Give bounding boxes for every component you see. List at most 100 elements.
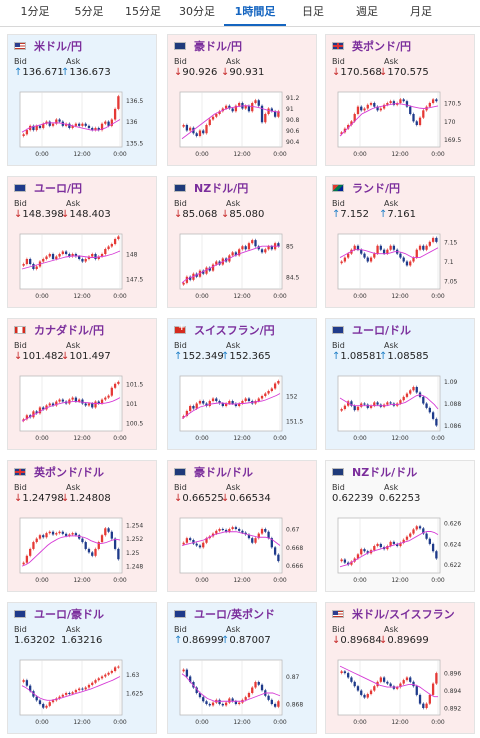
pair-name[interactable]: ランド/円 [352,182,401,195]
candle-body [61,399,64,402]
currency-card[interactable]: 英ポンド/円 Bid Ask ↓170.568 ↓170.575 170.5 170 169.… [325,34,475,166]
pair-name[interactable]: 豪ドル/円 [194,40,243,53]
price-chart[interactable]: 152 151.5 0:00 12:00 0:00 [172,371,314,449]
currency-card[interactable]: 豪ドル/ドル Bid Ask ↓0.66525 ↓0.66534 0.67 0.668 0.6… [167,460,317,592]
moving-average-line [21,676,121,701]
currency-card[interactable]: ユーロ/豪ドル Bid Ask 1.63202 1.63216 1.63 1.625 0:00… [7,602,157,734]
x-tick-label: 0:00 [35,719,49,726]
candle-body [195,133,198,136]
candle-body [218,111,221,114]
candle-body [273,111,277,117]
moving-average-line [181,105,281,140]
tab-7[interactable]: 月足 [410,5,432,18]
pair-name[interactable]: スイスフラン/円 [194,324,275,337]
candle-body [425,245,428,250]
y-tick-label: 90.8 [286,117,300,124]
candle-body [211,398,215,401]
ask-price: ↓148.403 [61,209,111,220]
card-header: NZドル/円 [174,182,249,195]
bid-price: ↓101.482 [14,351,64,362]
pair-name[interactable]: NZドル/円 [194,182,249,195]
moving-average-line [181,531,281,546]
price-chart[interactable]: 85 84.5 0:00 12:00 0:00 [172,229,314,307]
candle-body [205,538,208,543]
candle-body [347,401,350,406]
price-chart[interactable]: 101.5 101 100.5 0:00 12:00 0:00 [12,371,154,449]
candle-body [247,105,251,112]
candle-body [97,542,100,549]
tab-1[interactable]: 5分足 [74,5,104,18]
pair-name[interactable]: ユーロ/英ポンド [194,608,276,621]
price-chart[interactable]: 1.63 1.625 0:00 12:00 0:00 [12,655,154,733]
pair-name[interactable]: 米ドル/円 [34,40,83,53]
currency-card[interactable]: NZドル/ドル Bid Ask 0.62239 0.62253 0.626 0.624 0.6… [325,460,475,592]
moving-average-line [339,394,439,410]
currency-card[interactable]: ユーロ/英ポンド Bid Ask ↑0.86999 ↑0.87007 0.87 0.868 0… [167,602,317,734]
currency-card[interactable]: ランド/円 Bid Ask ↑7.152 ↑7.161 7.15 7.1 7.05 0:00 12… [325,176,475,308]
tab-6[interactable]: 週足 [356,5,378,18]
candle-body [110,531,113,539]
candle-body [218,529,221,531]
currency-card[interactable]: カナダドル/円 Bid Ask ↓101.482 ↓101.497 101.5 101 100… [7,318,157,450]
tab-4[interactable]: 1時間足 [224,0,286,26]
price-chart[interactable]: 0.87 0.868 0:00 12:00 0:00 [172,655,314,733]
currency-card[interactable]: ユーロ/円 Bid Ask ↓148.398 ↓148.403 148 147.5 0:00 1… [7,176,157,308]
currency-card[interactable]: スイスフラン/円 Bid Ask↑152.349↑152.365 152 151.5 0:… [167,318,317,450]
candle-body [431,683,435,695]
pair-name[interactable]: 英ポンド/ドル [34,466,105,479]
pair-name[interactable]: ユーロ/ドル [352,324,412,337]
currency-card[interactable]: ユーロ/ドル Bid Ask ↑1.08581 ↑1.08585 1.09 1.088 1.0… [325,318,475,450]
candle-body [418,526,422,529]
price-chart[interactable]: 0.67 0.668 0.666 0:00 12:00 0:00 [172,513,314,591]
price-chart[interactable]: 91.2 91 90.8 90.6 90.4 0:00 12:00 0:00 [172,87,314,165]
pair-name[interactable]: NZドル/ドル [352,466,418,479]
price-chart[interactable]: 1.09 1.088 1.086 0:00 12:00 0:00 [330,371,472,449]
candle-body [379,677,382,682]
candle-body [257,100,260,106]
candle-body [379,245,382,250]
y-tick-label: 0.894 [444,688,461,695]
candle-body [87,256,91,259]
pair-name[interactable]: ユーロ/円 [34,182,83,195]
tab-0[interactable]: 1分足 [20,5,50,18]
candle-body [35,538,38,543]
pair-name[interactable]: カナダドル/円 [34,324,105,337]
x-tick-label: 0:00 [273,435,287,442]
candle-body [81,259,84,262]
currency-card[interactable]: 豪ドル/円 Bid Ask ↓90.926 ↓90.931 91.2 91 90.8 90.6 9… [167,34,317,166]
currency-card[interactable]: 米ドル/スイスフラン Bid Ask ↓0.89684 ↓0.89699 0.896 0.8… [325,602,475,734]
candle-body [22,680,25,682]
price-chart[interactable]: 0.896 0.894 0.892 0:00 12:00 0:00 [330,655,472,733]
tab-3[interactable]: 30分足 [179,5,215,18]
plot-area [19,233,123,290]
currency-card[interactable]: 英ポンド/ドル Bid Ask ↓1.24798 ↓1.24808 1.254 1.252 1… [7,460,157,592]
x-tick-label: 12:00 [391,435,408,442]
candle-body [58,254,61,257]
candle-body [218,699,221,704]
candle-body [74,690,78,693]
candle-body [68,534,71,536]
card-header: 英ポンド/ドル [14,466,105,479]
currency-card[interactable]: 米ドル/円 Bid Ask ↑136.671 ↑136.673 136.5 136 135.5… [7,34,157,166]
currency-card[interactable]: NZドル/円 Bid Ask ↓85.068 ↓85.080 85 84.5 0:00 12:0… [167,176,317,308]
pair-name[interactable]: ユーロ/豪ドル [34,608,105,621]
candle-body [198,401,202,404]
price-chart[interactable]: 1.254 1.252 1.25 1.248 0:00 12:00 0:00 [12,513,154,591]
price-chart[interactable]: 136.5 136 135.5 0:00 12:00 0:00 [12,87,154,165]
tab-5[interactable]: 日足 [302,5,324,18]
price-chart[interactable]: 7.15 7.1 7.05 0:00 12:00 0:00 [330,229,472,307]
candle-body [257,398,260,401]
candle-body [234,105,238,112]
tab-2[interactable]: 15分足 [125,5,161,18]
candle-body [192,540,195,544]
pair-name[interactable]: 米ドル/スイスフラン [352,608,455,621]
candle-body [185,669,189,677]
price-chart[interactable]: 148 147.5 0:00 12:00 0:00 [12,229,154,307]
candle-body [25,259,29,264]
price-chart[interactable]: 170.5 170 169.5 0:00 12:00 0:00 [330,87,472,165]
candle-body [35,266,38,269]
pair-name[interactable]: 豪ドル/ドル [194,466,254,479]
candle-body [270,388,273,391]
price-chart[interactable]: 0.626 0.624 0.622 0:00 12:00 0:00 [330,513,472,591]
pair-name[interactable]: 英ポンド/円 [352,40,412,53]
